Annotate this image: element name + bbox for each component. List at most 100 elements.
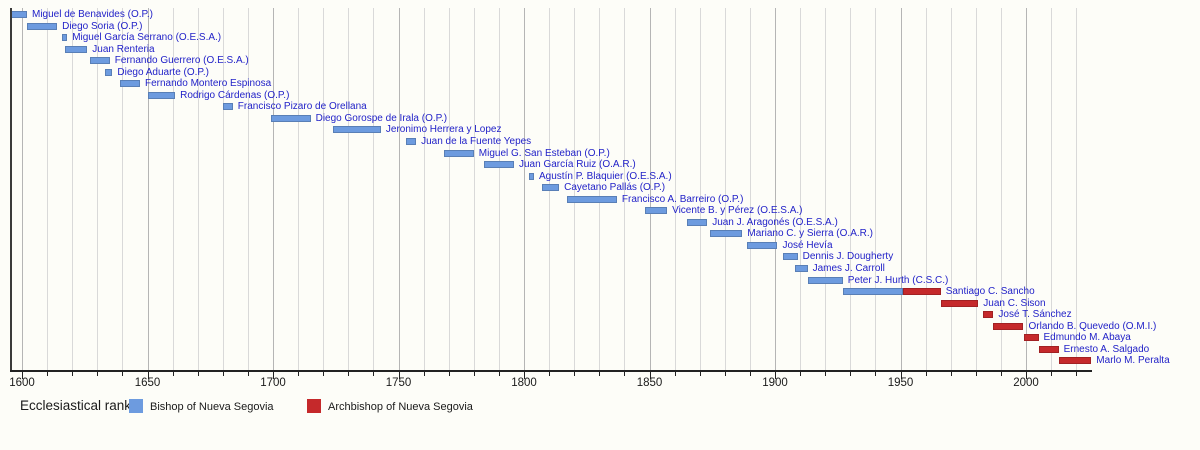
- bar-segment-bishop: [9, 10, 28, 18]
- axis-tick-1620: [72, 372, 74, 376]
- bar-segment-bishop: [104, 68, 113, 76]
- axis-tick-1850: [649, 372, 651, 379]
- gridline-1730: [348, 8, 350, 370]
- gridline-1830: [599, 8, 601, 370]
- gridline-1650: [147, 8, 149, 370]
- axis-tick-1600: [22, 372, 23, 379]
- bar-segment-bishop: [27, 22, 58, 30]
- person-label[interactable]: Diego Gorospe de Irala (O.P.): [315, 112, 448, 124]
- axis-tick-label-1800: 1800: [511, 377, 537, 389]
- legend-label-archbishop: Archbishop of Nueva Segovia: [328, 401, 473, 413]
- gridline-1880: [724, 8, 726, 370]
- person-label[interactable]: José T. Sánchez: [998, 309, 1072, 321]
- gridline-1950: [900, 8, 902, 370]
- person-label[interactable]: Miguel García Serrano (O.E.S.A.): [72, 32, 222, 43]
- axis-tick-1710: [298, 372, 300, 376]
- bar-segment-archbishop: [1038, 345, 1059, 353]
- axis-tick-1960: [925, 372, 927, 376]
- bar-segment-archbishop: [1023, 334, 1039, 342]
- person-label[interactable]: Dennis J. Dougherty: [802, 251, 894, 263]
- person-label[interactable]: Juan C. Sison: [983, 297, 1046, 309]
- gridline-1840: [624, 8, 626, 370]
- bar-segment-bishop: [89, 57, 110, 65]
- axis-tick-2000: [1026, 372, 1027, 379]
- person-label[interactable]: Peter J. Hurth (C.S.C.): [847, 274, 949, 286]
- person-label[interactable]: Marlo M. Peralta: [1096, 355, 1170, 367]
- gridline-2000: [1026, 8, 1027, 370]
- person-label[interactable]: Miguel de Benavides (O.P.): [32, 8, 153, 20]
- gridline-1930: [850, 8, 852, 370]
- person-label[interactable]: Miguel G. San Esteban (O.P.): [478, 147, 610, 159]
- bar-segment-bishop: [64, 45, 88, 53]
- axis-tick-1730: [348, 372, 350, 376]
- axis-tick-label-2000: 2000: [1013, 377, 1039, 389]
- gridline-1790: [498, 8, 500, 370]
- axis-tick-1680: [222, 372, 224, 376]
- axis-tick-1770: [448, 372, 450, 376]
- person-label[interactable]: Orlando B. Quevedo (O.M.I.): [1028, 320, 1157, 332]
- person-label[interactable]: Juan Renteria: [92, 43, 155, 55]
- bar-segment-bishop: [147, 91, 176, 99]
- axis-tick-1670: [197, 372, 199, 376]
- bar-segment-bishop: [406, 138, 416, 145]
- bar-segment-archbishop: [993, 322, 1024, 330]
- bar-segment-bishop: [644, 207, 668, 215]
- person-label[interactable]: Fernando Montero Espinosa: [145, 78, 272, 90]
- axis-tick-1810: [549, 372, 551, 376]
- gridline-1890: [749, 8, 751, 370]
- gridline-2020: [1076, 8, 1078, 370]
- legend-swatch-archbishop: [307, 399, 321, 413]
- person-label[interactable]: Cayetano Pallás (O.P.): [564, 182, 666, 194]
- person-label[interactable]: Diego Soria (O.P.): [62, 20, 143, 32]
- gridline-1640: [122, 8, 124, 370]
- person-label[interactable]: Francisco Pizaro de Orellana: [237, 101, 367, 113]
- axis-tick-1990: [1000, 372, 1002, 376]
- person-label[interactable]: Rodrigo Cárdenas (O.P.): [180, 89, 290, 101]
- axis-tick-1790: [498, 372, 500, 376]
- person-label[interactable]: Juan de la Fuente Yepes: [421, 136, 532, 147]
- person-label[interactable]: Fernando Guerrero (O.E.S.A.): [114, 55, 249, 67]
- gridline-1660: [172, 8, 174, 370]
- axis-tick-1610: [47, 372, 49, 376]
- person-label[interactable]: Juan García Ruiz (O.A.R.): [519, 159, 636, 171]
- axis-tick-1950: [900, 372, 902, 379]
- bar-segment-bishop: [222, 103, 233, 111]
- gridline-1870: [699, 8, 701, 370]
- gridline-1960: [925, 8, 927, 370]
- axis-tick-1820: [574, 372, 576, 376]
- gridline-1970: [950, 8, 952, 370]
- person-label[interactable]: Vicente B. y Pérez (O.E.S.A.): [672, 205, 803, 217]
- person-label[interactable]: Jeronimo Herrera y Lopez: [385, 124, 502, 136]
- person-label[interactable]: Agustín P. Blaquier (O.E.S.A.): [539, 170, 672, 182]
- legend-label-bishop: Bishop of Nueva Segovia: [150, 401, 274, 413]
- person-label[interactable]: Santiago C. Sancho: [945, 286, 1035, 298]
- person-label[interactable]: José Hevía: [782, 239, 833, 251]
- bar-segment-archbishop: [983, 311, 994, 319]
- axis-tick-1690: [247, 372, 249, 376]
- gridline-1690: [247, 8, 249, 370]
- person-label[interactable]: James J. Carroll: [812, 263, 885, 274]
- bar-segment-bishop: [483, 161, 514, 169]
- gridline-1610: [47, 8, 49, 370]
- bar-segment-bishop: [687, 218, 708, 226]
- bar-segment-bishop: [270, 114, 311, 122]
- axis-tick-1640: [122, 372, 124, 376]
- axis-tick-1630: [97, 372, 99, 376]
- gridline-1940: [875, 8, 877, 370]
- person-label[interactable]: Juan J. Aragonés (O.E.S.A.): [712, 216, 838, 228]
- gridline-1700: [273, 8, 274, 370]
- person-label[interactable]: Edmundo M. Abaya: [1043, 332, 1131, 344]
- person-label[interactable]: Mariano C. y Sierra (O.A.R.): [747, 228, 873, 240]
- gridline-1600: [22, 8, 23, 370]
- person-label[interactable]: Francisco A. Barreiro (O.P.): [621, 193, 744, 205]
- gridline-1800: [524, 8, 525, 370]
- person-label[interactable]: Diego Aduarte (O.P.): [117, 66, 209, 78]
- axis-tick-1740: [373, 372, 375, 376]
- gridline-1680: [222, 8, 224, 370]
- bar-segment-bishop: [541, 184, 560, 192]
- bar-segment-bishop: [62, 34, 68, 41]
- gridline-1820: [574, 8, 576, 370]
- person-label[interactable]: Ernesto A. Salgado: [1063, 343, 1150, 355]
- bar-segment-bishop: [842, 288, 903, 296]
